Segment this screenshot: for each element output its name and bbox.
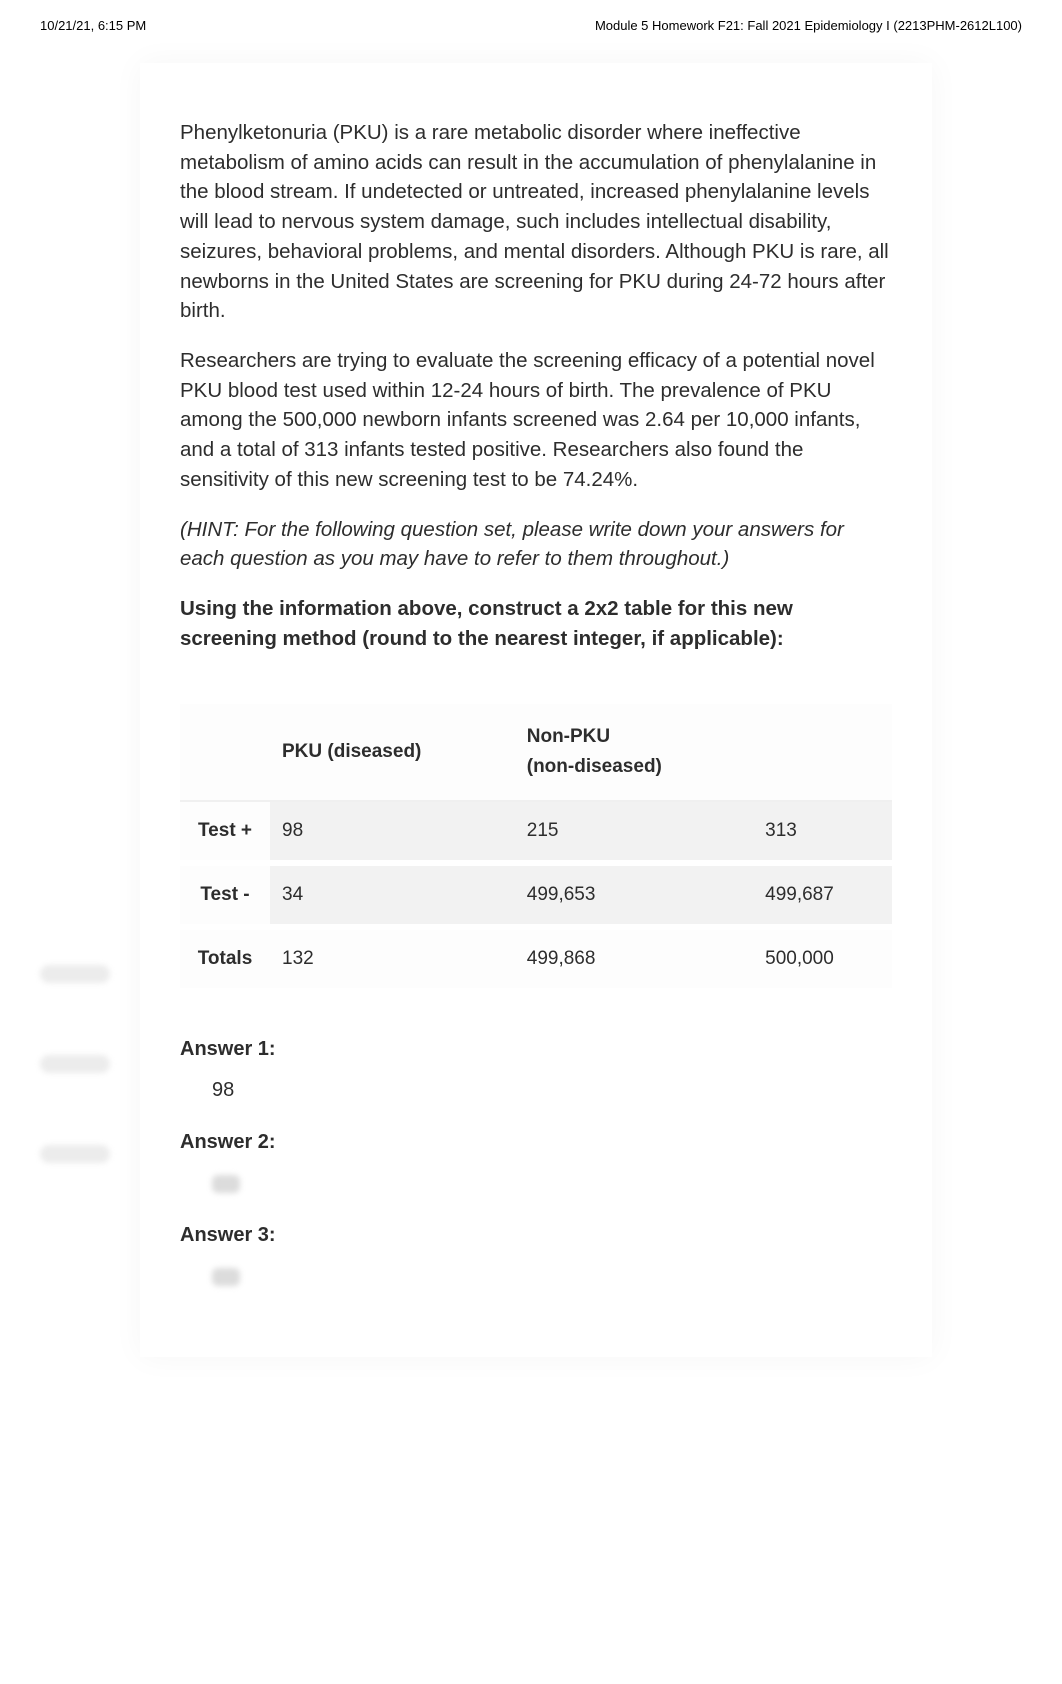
row-label-test-pos: Test + [180,801,270,863]
col-total [753,704,892,802]
row-label-totals: Totals [180,927,270,988]
col-blank [180,704,270,802]
paragraph-intro: Phenylketonuria (PKU) is a rare metaboli… [180,118,892,326]
answer-1-value: 98 [180,1079,892,1105]
answer-3-label: Answer 3: [180,1224,892,1247]
cell-d: 499,653 [515,863,753,927]
cell-col1-total: 132 [270,927,515,988]
col-non-diseased: Non-PKU (non-diseased) [515,704,753,802]
table-row: Totals 132 499,868 500,000 [180,927,892,988]
cell-col2-total: 499,868 [515,927,753,988]
margin-blur-2 [40,1055,110,1073]
cell-c: 34 [270,863,515,927]
blurred-value-icon [212,1268,240,1286]
margin-blur-3 [40,1145,110,1163]
blurred-value-icon [212,1175,240,1193]
answer-section: Answer 1: 98 Answer 2: Answer 3: [180,1038,892,1291]
table-row: Test + 98 215 313 [180,801,892,863]
paragraph-hint: (HINT: For the following question set, p… [180,515,892,574]
cell-a: 98 [270,801,515,863]
header-timestamp: 10/21/21, 6:15 PM [40,18,146,33]
paragraph-instruction: Using the information above, construct a… [180,594,892,653]
row-label-test-neg: Test - [180,863,270,927]
print-header: 10/21/21, 6:15 PM Module 5 Homework F21:… [0,0,1062,33]
answer-2-label: Answer 2: [180,1131,892,1154]
paragraph-research: Researchers are trying to evaluate the s… [180,346,892,495]
two-by-two-table: PKU (diseased) Non-PKU (non-diseased) Te… [180,704,892,989]
header-title: Module 5 Homework F21: Fall 2021 Epidemi… [595,18,1022,33]
col-diseased: PKU (diseased) [270,704,515,802]
cell-row1-total: 313 [753,801,892,863]
table-row: Test - 34 499,653 499,687 [180,863,892,927]
answer-1-label: Answer 1: [180,1038,892,1061]
cell-b: 215 [515,801,753,863]
answer-2-value [180,1172,892,1198]
cell-row2-total: 499,687 [753,863,892,927]
answer-3-value [180,1265,892,1291]
question-card: Phenylketonuria (PKU) is a rare metaboli… [140,63,932,1357]
cell-grand-total: 500,000 [753,927,892,988]
margin-blur-1 [40,965,110,983]
